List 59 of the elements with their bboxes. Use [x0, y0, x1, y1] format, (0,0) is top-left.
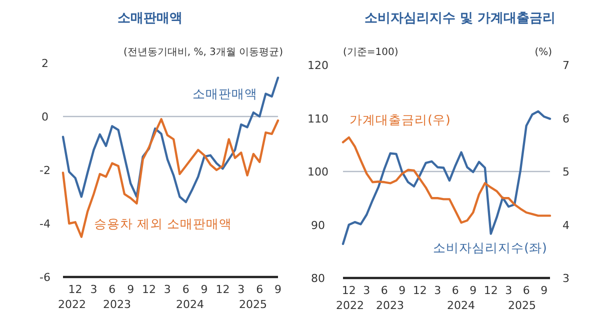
y2-axis-title: (%)	[534, 47, 552, 58]
x-tick-label: 6	[108, 283, 116, 296]
line-series	[62, 76, 280, 204]
y-tick-label: 0	[42, 110, 48, 124]
x-tick-label: 6	[522, 284, 530, 297]
text: 2022	[58, 298, 86, 311]
x-tick-label: 6	[452, 284, 459, 297]
line-series	[342, 136, 552, 224]
x-tick-label: 3	[90, 283, 98, 296]
line-series	[62, 118, 280, 238]
x-tick-label: 6	[380, 284, 388, 297]
series-label: 소매판매액	[192, 86, 258, 101]
x-tick-label: 3	[164, 283, 171, 296]
text: 2025	[239, 298, 267, 311]
series-label: 가계대출금리(우)	[350, 112, 450, 127]
text: 2024	[176, 298, 204, 311]
y2-tick-label: 4	[562, 218, 570, 232]
x-tick-label: 12	[484, 284, 498, 297]
y2-tick-label: 7	[562, 59, 570, 72]
series-label: 승용차 제외 소매판매액	[94, 216, 232, 231]
y2-tick-label: 6	[562, 112, 570, 126]
x-tick-label: 3	[363, 284, 370, 297]
y2-tick-label: 5	[562, 166, 570, 178]
text: 2025	[508, 299, 536, 312]
x-tick-label: 6	[182, 283, 190, 296]
x-tick-label: 9	[470, 284, 477, 297]
x-tick-label: 12	[216, 283, 230, 296]
y-tick-label: 120	[308, 59, 328, 72]
y-tick-label: -6	[40, 271, 50, 284]
x-tick-label: 3	[434, 284, 442, 297]
chart-title: 소매판매액	[118, 11, 182, 26]
text: 2024	[447, 299, 475, 312]
x-tick-label: 6	[256, 283, 264, 296]
x-tick-label: 9	[127, 283, 134, 296]
y-tick-label: 80	[311, 272, 325, 285]
x-tick-label: 12	[342, 284, 356, 297]
x-tick-label: 9	[398, 284, 406, 297]
x-tick-label: 9	[274, 283, 282, 296]
text: 2022	[336, 299, 364, 312]
y-tick-label: -4	[40, 218, 50, 230]
text: 2023	[103, 298, 131, 311]
y-tick-label: -2	[40, 164, 50, 177]
y-tick-label: 2	[42, 57, 48, 70]
series-label: 소비자심리지수(좌)	[433, 240, 547, 255]
y-axis-title: (전년동기대비, %, 3개월 이동평균)	[123, 47, 284, 58]
x-tick-label: 9	[540, 284, 548, 297]
x-tick-label: 12	[142, 283, 156, 296]
x-tick-label: 3	[238, 283, 245, 296]
y-tick-label: 100	[308, 166, 328, 178]
y-tick-label: 90	[311, 218, 325, 232]
x-tick-label: 12	[412, 284, 427, 297]
y2-tick-label: 3	[562, 272, 570, 285]
y-tick-label: 110	[308, 112, 328, 126]
x-tick-label: 9	[200, 283, 208, 296]
chart-title: 소비자심리지수 및 가계대출금리	[364, 11, 556, 26]
x-tick-label: 3	[505, 284, 512, 297]
x-tick-label: 12	[68, 283, 82, 296]
text: 2023	[376, 299, 404, 312]
y-axis-title: (기준=100)	[343, 47, 398, 58]
